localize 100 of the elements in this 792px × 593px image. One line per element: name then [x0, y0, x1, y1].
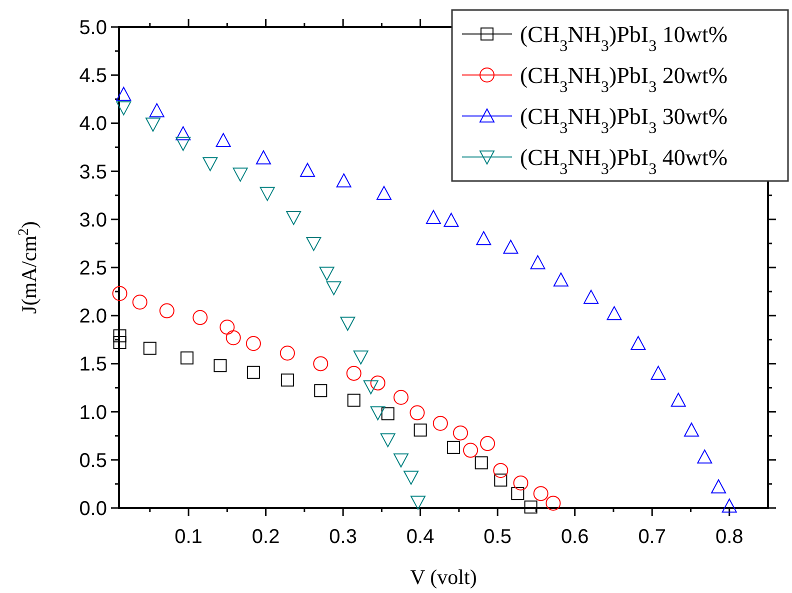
x-tick-label: 0.3 — [329, 526, 357, 548]
point — [697, 450, 712, 464]
point — [370, 406, 386, 420]
point — [513, 475, 528, 490]
point — [447, 440, 460, 454]
point — [380, 433, 396, 448]
point — [584, 290, 599, 304]
point — [650, 366, 666, 380]
x-axis-title: V (volt) — [410, 565, 477, 589]
point — [326, 281, 342, 296]
point — [606, 306, 622, 320]
point — [670, 392, 686, 407]
point — [116, 101, 132, 116]
point — [426, 210, 441, 224]
point — [113, 336, 126, 350]
point — [143, 342, 156, 355]
point — [159, 303, 174, 318]
point — [530, 255, 546, 270]
point — [214, 359, 227, 372]
y-tick-label: 3.5 — [79, 161, 107, 184]
point — [176, 136, 191, 151]
x-tick-label: 0.7 — [638, 526, 666, 548]
y-tick-label: 5.0 — [79, 17, 107, 39]
point — [410, 496, 426, 510]
point — [112, 286, 128, 301]
point — [432, 416, 448, 431]
point — [363, 380, 378, 394]
point — [410, 405, 425, 420]
point — [176, 126, 191, 140]
y-tick-label: 4.0 — [79, 113, 107, 136]
point — [180, 351, 194, 364]
point — [280, 346, 295, 361]
point — [463, 442, 478, 458]
point — [256, 150, 271, 164]
point — [314, 384, 328, 398]
point — [480, 436, 496, 452]
y-tick-label: 2.5 — [79, 258, 107, 280]
point — [149, 103, 164, 118]
y-tick-label: 1.5 — [79, 354, 107, 376]
point — [546, 496, 561, 511]
point — [216, 133, 231, 148]
x-tick-label: 0.4 — [406, 526, 434, 548]
point — [353, 350, 368, 364]
x-tick-label: 0.2 — [252, 526, 280, 548]
y-tick-label: 3.0 — [79, 209, 107, 232]
point — [404, 470, 419, 485]
point — [376, 186, 392, 200]
x-tick-label: 0.8 — [715, 526, 744, 548]
y-tick-label: 0.0 — [79, 498, 107, 520]
point — [533, 486, 548, 502]
y-tick-label: 1.0 — [79, 402, 107, 424]
point — [711, 479, 726, 494]
point — [347, 394, 360, 407]
legend-label: (CH$_{3}$NH$_{3}$)PbI$_{3}$ 40wt% — [520, 145, 728, 178]
point — [226, 330, 241, 346]
point — [394, 453, 409, 468]
point — [313, 356, 328, 372]
point — [116, 86, 132, 101]
point — [414, 424, 427, 437]
point — [503, 240, 518, 254]
point — [280, 374, 294, 387]
legend-label: (CH$_{3}$NH$_{3}$)PbI$_{3}$ 30wt% — [520, 104, 728, 136]
point — [246, 366, 260, 379]
point — [300, 162, 316, 177]
legend-label: (CH$_{3}$NH$_{3}$)PbI$_{3}$ 10wt% — [520, 22, 728, 54]
point — [132, 294, 148, 310]
point — [381, 407, 394, 420]
point — [524, 500, 538, 514]
point — [630, 336, 646, 350]
point — [476, 231, 492, 246]
x-tick-label: 0.5 — [484, 526, 512, 548]
point — [340, 316, 356, 331]
point — [192, 310, 208, 326]
point — [474, 456, 488, 470]
point — [260, 186, 275, 201]
point — [494, 474, 508, 487]
point — [722, 498, 737, 513]
point — [113, 329, 126, 342]
point — [202, 157, 218, 172]
point — [232, 168, 248, 182]
point — [220, 320, 235, 335]
legend-label: (CH$_{3}$NH$_{3}$)PbI$_{3}$ 20wt% — [520, 63, 728, 96]
point — [453, 425, 468, 440]
y-tick-label: 2.0 — [79, 306, 107, 328]
point — [444, 212, 459, 227]
point — [145, 118, 160, 132]
y-tick-label: 4.5 — [79, 65, 107, 88]
point — [336, 173, 352, 188]
x-tick-label: 0.6 — [560, 526, 589, 548]
point — [306, 236, 322, 251]
point — [394, 390, 409, 405]
point — [511, 487, 524, 500]
point — [246, 336, 261, 351]
x-tick-label: 0.1 — [174, 526, 202, 548]
point — [493, 462, 508, 478]
point — [553, 272, 568, 287]
point — [684, 422, 700, 437]
y-tick-label: 0.5 — [79, 450, 107, 472]
point — [319, 266, 334, 281]
point — [370, 375, 386, 390]
